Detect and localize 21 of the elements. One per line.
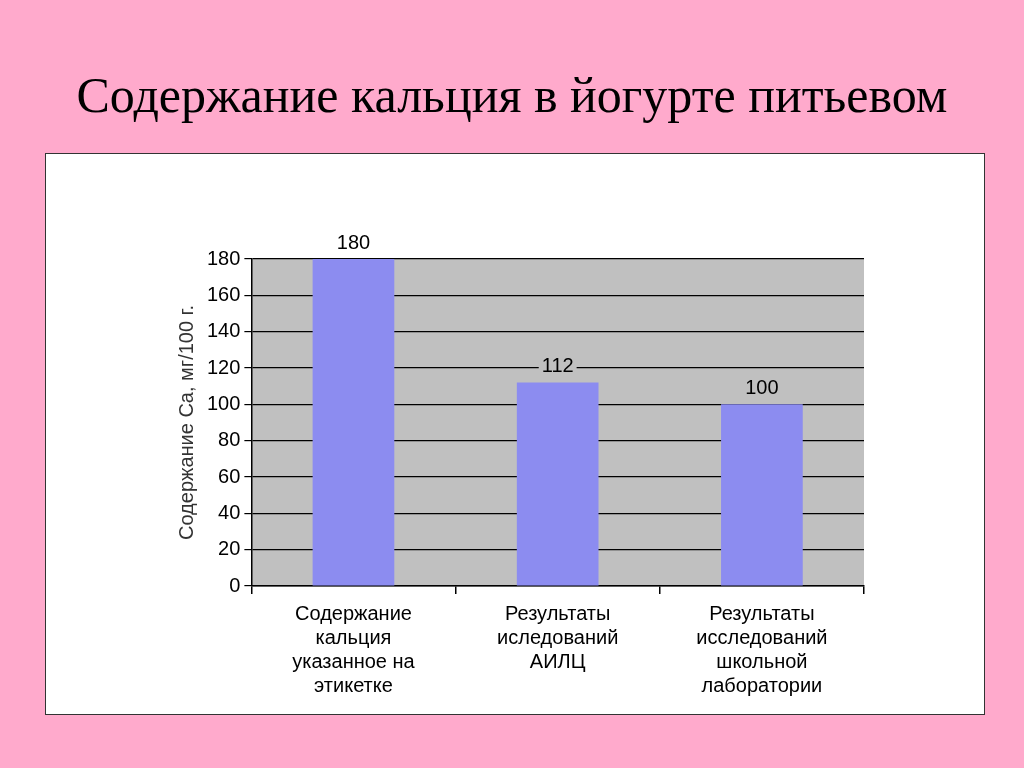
- y-tick-label: 100: [206, 391, 241, 414]
- y-tick-label: 40: [218, 500, 241, 523]
- data-label: 100: [745, 375, 779, 398]
- y-tick-label: 20: [218, 537, 241, 560]
- y-tick-label: 180: [206, 246, 241, 269]
- y-tick-label: 120: [206, 355, 241, 378]
- y-axis-title: Содержание Ca, мг/100 г.: [174, 304, 197, 541]
- y-tick-label: 80: [218, 428, 241, 451]
- data-label: 112: [541, 354, 574, 377]
- bar: [721, 404, 803, 586]
- data-label: 180: [336, 230, 371, 253]
- bar: [516, 382, 599, 586]
- y-tick-label: 0: [229, 573, 241, 596]
- y-tick-label: 160: [206, 282, 241, 305]
- x-tick-label: Содержание кальция указанное на этикетке: [292, 601, 416, 696]
- x-tick-label: Результаты исследований школьной лаборатории: [696, 601, 828, 696]
- x-tick-label: Результаты иследований АИЛЦ: [497, 601, 619, 672]
- y-tick-label: 140: [206, 319, 241, 342]
- chart-title: Содержание кальция в йогурте питьевом: [75, 66, 949, 124]
- bar: [312, 259, 395, 586]
- y-tick-label: 60: [218, 464, 241, 487]
